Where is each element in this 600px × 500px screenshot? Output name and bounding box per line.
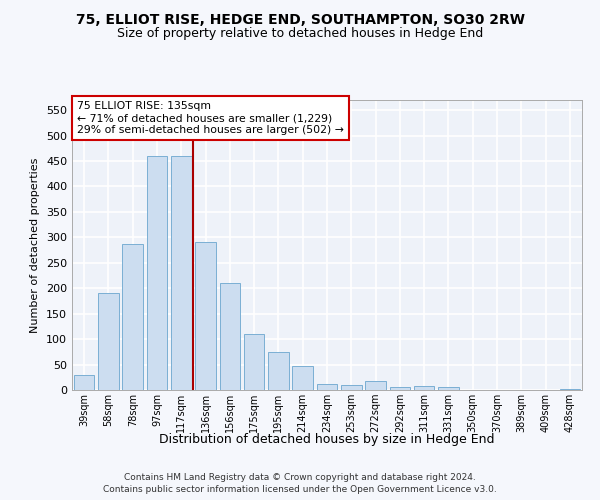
Text: Distribution of detached houses by size in Hedge End: Distribution of detached houses by size … (159, 432, 495, 446)
Bar (317, 384, 337, 390)
Bar (74, 374, 94, 390)
Bar (146, 156, 167, 390)
Text: Size of property relative to detached houses in Hedge End: Size of property relative to detached ho… (117, 28, 483, 40)
Bar (414, 386, 434, 390)
Bar (365, 381, 386, 390)
Text: Contains public sector information licensed under the Open Government Licence v3: Contains public sector information licen… (103, 485, 497, 494)
Bar (98, 294, 119, 390)
Bar (389, 387, 410, 390)
Y-axis label: Number of detached properties: Number of detached properties (31, 158, 40, 332)
Bar (560, 389, 580, 390)
Text: 75, ELLIOT RISE, HEDGE END, SOUTHAMPTON, SO30 2RW: 75, ELLIOT RISE, HEDGE END, SOUTHAMPTON,… (76, 12, 524, 26)
Bar (438, 388, 459, 390)
Bar (220, 283, 240, 390)
Text: 75 ELLIOT RISE: 135sqm
← 71% of detached houses are smaller (1,229)
29% of semi-: 75 ELLIOT RISE: 135sqm ← 71% of detached… (77, 102, 344, 134)
Bar (292, 366, 313, 390)
Bar (122, 244, 143, 390)
Bar (244, 334, 265, 390)
Bar (171, 156, 191, 390)
Bar (195, 242, 216, 390)
Text: Contains HM Land Registry data © Crown copyright and database right 2024.: Contains HM Land Registry data © Crown c… (124, 472, 476, 482)
Bar (341, 385, 362, 390)
Bar (268, 352, 289, 390)
